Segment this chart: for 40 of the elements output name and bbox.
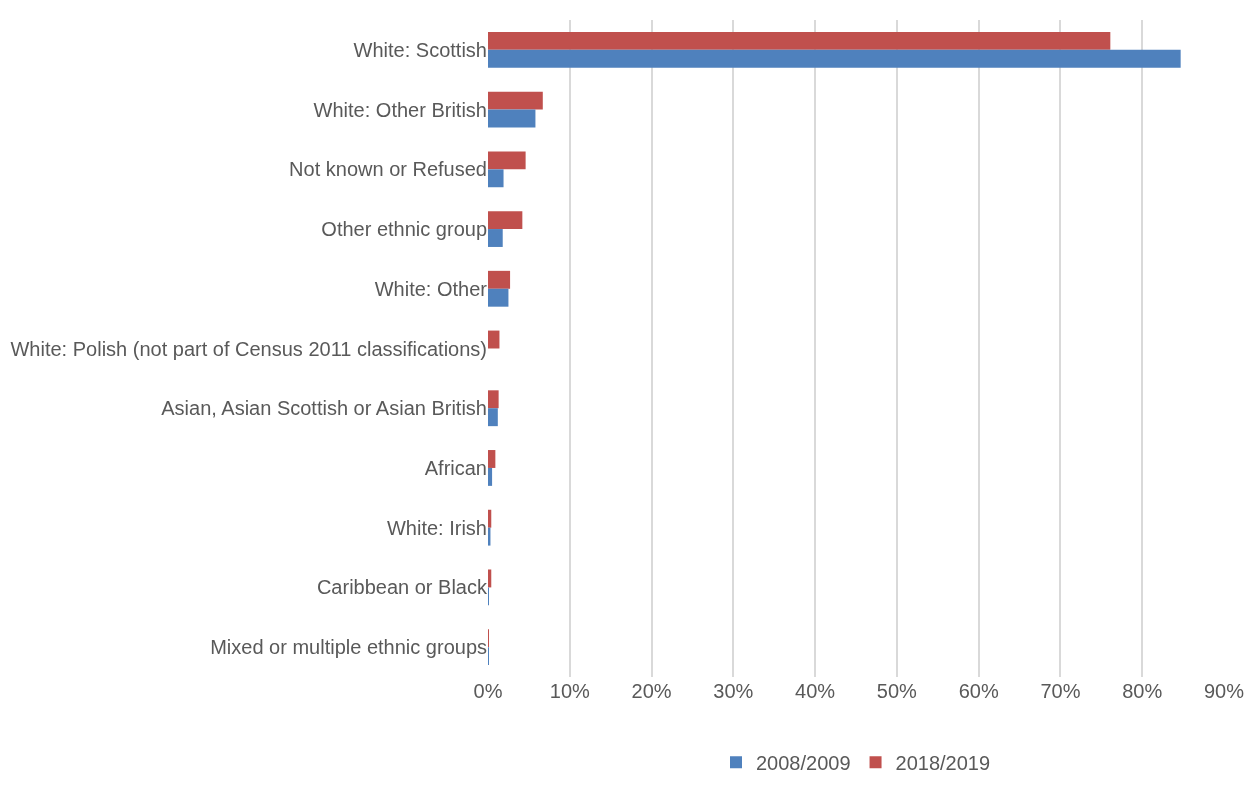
y-tick-label: Asian, Asian Scottish or Asian British <box>161 397 487 420</box>
y-tick-label: White: Scottish <box>353 38 487 61</box>
y-tick-label: White: Irish <box>386 516 487 539</box>
bar <box>488 569 492 588</box>
x-tick-label: 0% <box>473 680 503 702</box>
bar <box>488 31 1111 50</box>
y-tick-label: White: Other <box>374 277 488 300</box>
x-tick-label: 80% <box>1122 680 1163 702</box>
x-tick-label: 10% <box>549 680 591 702</box>
x-tick-label: 40% <box>795 680 836 702</box>
y-tick-label: African <box>424 456 487 479</box>
bar <box>488 151 526 170</box>
x-tick-label: 30% <box>713 680 754 702</box>
bar <box>488 330 500 349</box>
bar <box>488 211 523 230</box>
legend-label: 2008/2009 <box>756 752 851 774</box>
x-tick-label: 60% <box>958 680 999 702</box>
y-tick-label: White: Other British <box>313 98 487 121</box>
y-tick-label: Other ethnic group <box>321 218 487 241</box>
x-tick-label: 90% <box>1203 680 1245 702</box>
bar <box>488 270 511 289</box>
bar <box>488 169 504 188</box>
x-tick-label: 20% <box>631 680 672 702</box>
y-tick-label: Mixed or multiple ethnic groups <box>210 636 487 659</box>
y-tick-label: White: Polish (not part of Census 2011 classifications) <box>10 337 487 360</box>
bar <box>488 509 492 528</box>
bar <box>488 49 1181 68</box>
bar <box>488 91 543 110</box>
y-tick-label: Not known or Refused <box>289 158 487 181</box>
bar <box>488 109 536 128</box>
x-tick-label: 50% <box>876 680 918 702</box>
bar <box>488 408 498 427</box>
bar <box>488 288 509 307</box>
y-tick-label: Caribbean or Black <box>316 576 488 599</box>
legend-label: 2018/2019 <box>895 752 991 774</box>
x-tick-label: 70% <box>1040 680 1081 702</box>
bar <box>488 229 503 247</box>
bar <box>488 467 493 486</box>
bar <box>488 390 499 409</box>
bar <box>488 450 496 468</box>
